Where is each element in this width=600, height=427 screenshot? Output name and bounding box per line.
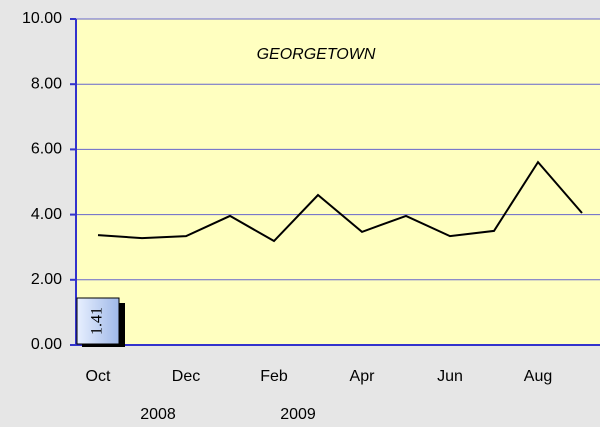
callout-label: 1.41 xyxy=(89,307,106,335)
y-tick-label: 4.00 xyxy=(31,206,62,223)
chart-title: GEORGETOWN xyxy=(257,46,376,63)
y-tick-label: 2.00 xyxy=(31,271,62,288)
y-tick-label: 10.00 xyxy=(22,10,62,27)
year-label: 2009 xyxy=(280,406,316,423)
x-tick-label: Dec xyxy=(172,368,200,385)
x-tick-label: Feb xyxy=(260,368,288,385)
x-tick-label: Oct xyxy=(86,368,111,385)
callout-box xyxy=(76,297,120,345)
year-label: 2008 xyxy=(140,406,176,423)
y-tick-label: 8.00 xyxy=(31,75,62,92)
x-tick-label: Aug xyxy=(524,368,552,385)
plot-area xyxy=(76,19,600,345)
line-series xyxy=(97,160,583,243)
y-tick-label: 6.00 xyxy=(31,141,62,158)
x-tick-label: Jun xyxy=(437,368,463,385)
x-tick-label: Apr xyxy=(350,368,376,385)
y-tick-label: 0.00 xyxy=(31,336,62,353)
